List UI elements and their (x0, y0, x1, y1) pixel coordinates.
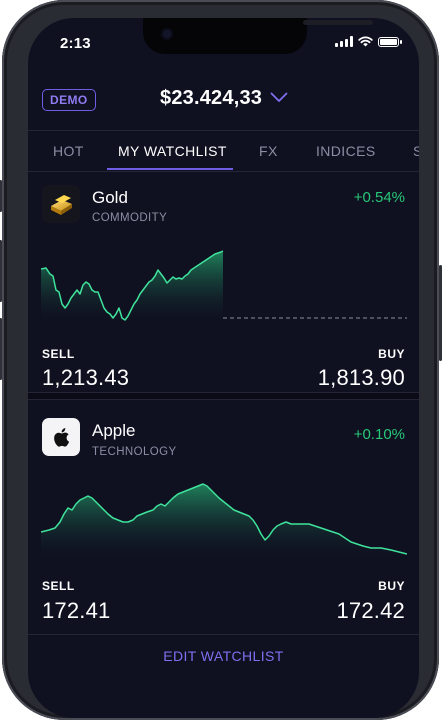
gold-bar-icon (42, 185, 80, 223)
cellular-signal-icon (335, 36, 353, 47)
price-change: +0.54% (353, 189, 405, 206)
sell-label: SELL (42, 579, 75, 593)
asset-name: Apple (92, 421, 136, 440)
buy-label: BUY (378, 579, 405, 593)
power-button (439, 265, 442, 361)
wifi-icon (358, 36, 373, 47)
account-balance[interactable]: $23.424,33 (160, 87, 263, 109)
account-header: DEMO $23.424,33 (28, 86, 419, 116)
watchlist-item-apple[interactable]: Apple TECHNOLOGY +0.10% SELL 172.41 BUY … (28, 402, 419, 630)
status-icons (335, 36, 402, 47)
volume-down-button (0, 318, 2, 380)
buy-price[interactable]: 1,813.90 (317, 365, 405, 390)
gold-price-chart (41, 250, 407, 324)
battery-icon (378, 36, 402, 47)
watchlist-item-gold[interactable]: Gold COMMODITY +0.54% SELL 1,213.43 BUY … (28, 170, 419, 390)
buy-price[interactable]: 172.42 (336, 598, 405, 623)
asset-category: TECHNOLOGY (92, 446, 177, 458)
volume-up-button (0, 240, 2, 302)
sell-price[interactable]: 172.41 (42, 598, 111, 623)
camera (161, 28, 173, 40)
apple-logo-icon (42, 418, 80, 456)
tab-stocks[interactable]: S (413, 143, 419, 159)
status-time: 2:13 (60, 35, 91, 52)
category-tabs: HOT MY WATCHLIST FX INDICES S (28, 130, 419, 172)
price-change: +0.10% (353, 426, 405, 443)
tab-indices[interactable]: INDICES (316, 143, 376, 159)
mute-switch (0, 180, 2, 212)
card-divider (28, 392, 419, 400)
demo-badge[interactable]: DEMO (42, 89, 96, 111)
edit-watchlist-button[interactable]: EDIT WATCHLIST (163, 648, 284, 664)
sell-label: SELL (42, 347, 75, 361)
chevron-down-icon[interactable] (270, 92, 288, 103)
asset-name: Gold (92, 188, 128, 207)
asset-category: COMMODITY (92, 212, 168, 224)
footer-divider (28, 634, 419, 635)
apple-price-chart (41, 483, 407, 562)
active-tab-indicator (107, 168, 233, 170)
buy-label: BUY (378, 347, 405, 361)
tab-hot[interactable]: HOT (53, 143, 84, 159)
tab-fx[interactable]: FX (259, 143, 278, 159)
notch (143, 18, 373, 54)
speaker (303, 20, 373, 25)
tab-my-watchlist[interactable]: MY WATCHLIST (118, 143, 227, 159)
sell-price[interactable]: 1,213.43 (42, 365, 130, 390)
app-screen: 2:13 DEMO $23.424,33 HOT MY WATCHLIST FX… (28, 18, 419, 718)
